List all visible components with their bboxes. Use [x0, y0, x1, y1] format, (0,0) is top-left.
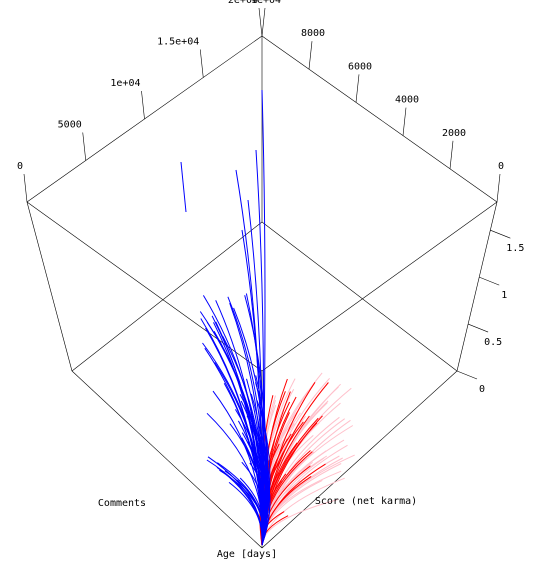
tick-label-score: 0	[498, 161, 504, 172]
series-line	[245, 293, 265, 546]
tick-mark	[199, 49, 204, 78]
tick-label-score: 2000	[442, 128, 466, 139]
series-line	[180, 161, 187, 213]
box-edge	[26, 201, 73, 372]
box-edge	[261, 201, 498, 372]
tick-labels: 0 5000 1e+04 1.5e+04 2e+04 0 2000 4000 6000 8000 1…	[17, 0, 524, 395]
box-edge	[261, 370, 458, 549]
tick-mark	[355, 74, 360, 103]
tick-label-comments: 1e+04	[110, 78, 140, 89]
axis-ticks	[23, 7, 511, 380]
box-edge	[261, 221, 458, 372]
tick-label-score: 1e+04	[251, 0, 281, 6]
tick-mark	[496, 173, 501, 203]
box-edge	[71, 370, 263, 549]
tick-mark	[402, 107, 407, 136]
tick-label-age: 1.5	[506, 243, 524, 254]
series-line	[219, 469, 265, 546]
tick-mark	[23, 173, 28, 203]
tick-mark	[82, 132, 87, 161]
tick-label-comments: 2e+04	[228, 0, 258, 6]
tick-mark	[490, 229, 511, 239]
tick-mark	[258, 7, 263, 37]
axis-title-score: Score (net karma)	[315, 496, 417, 507]
tick-mark	[479, 276, 500, 286]
tick-label-age: 0.5	[484, 337, 502, 348]
tick-label-score: 6000	[348, 61, 372, 72]
box-edge	[261, 35, 498, 203]
tick-label-age: 1	[501, 290, 507, 301]
box-edge	[71, 221, 263, 372]
tick-label-comments: 0	[17, 161, 23, 172]
series-layer	[180, 89, 355, 546]
tick-mark	[456, 370, 478, 380]
axis-title-comments: Comments	[98, 498, 146, 509]
tick-label-comments: 5000	[58, 120, 82, 131]
series-line	[235, 169, 263, 546]
plot-box	[26, 35, 498, 549]
tick-label-comments: 1.5e+04	[157, 37, 199, 48]
tick-label-age: 0	[479, 384, 485, 395]
tick-mark	[141, 90, 145, 120]
axis-titles: Comments Score (net karma) Age [days]	[98, 496, 417, 560]
tick-mark	[449, 140, 454, 169]
tick-label-score: 8000	[301, 28, 325, 39]
tick-mark	[308, 41, 313, 70]
tick-mark	[261, 7, 266, 37]
tick-label-score: 4000	[395, 95, 419, 106]
tick-mark	[467, 323, 489, 333]
axis-title-age: Age [days]	[217, 549, 277, 560]
